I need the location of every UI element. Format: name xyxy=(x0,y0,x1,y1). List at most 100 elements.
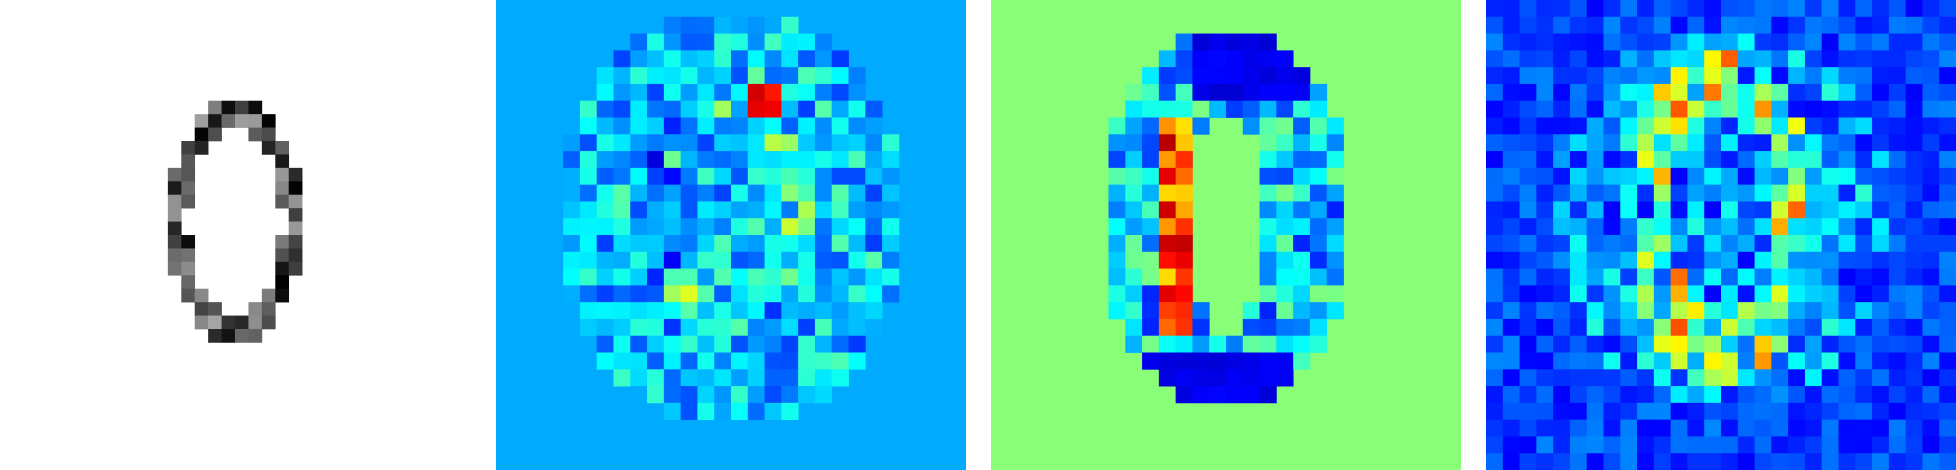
heatmap-3-cell xyxy=(1687,302,1705,320)
heatmap-3-cell xyxy=(1838,318,1856,337)
heatmap-3-cell xyxy=(1569,117,1588,135)
heatmap-1-cell xyxy=(663,117,682,135)
heatmap-3-cell xyxy=(1637,184,1655,202)
heatmap-3-cell xyxy=(1620,167,1638,186)
heatmap-3-cell xyxy=(1804,67,1823,85)
heatmap-1-cell xyxy=(747,83,765,102)
heatmap-3-cell xyxy=(1905,218,1923,236)
heatmap-3-cell xyxy=(1502,50,1520,68)
heatmap-1-cell xyxy=(781,302,799,320)
heatmap-1-cell xyxy=(613,335,631,353)
heatmap-2-cell xyxy=(1226,386,1244,404)
input-digit-canvas xyxy=(0,0,470,470)
heatmap-3-cell xyxy=(1603,436,1621,454)
heatmap-2-cell xyxy=(1226,369,1244,387)
heatmap-1-cell xyxy=(596,201,614,219)
heatmap-3-cell xyxy=(1838,268,1856,286)
heatmap-3-cell xyxy=(1637,302,1655,320)
heatmap-3-cell xyxy=(1670,201,1688,219)
heatmap-2-cell xyxy=(1209,100,1227,118)
heatmap-3-cell xyxy=(1788,235,1806,253)
heatmap-3-cell xyxy=(1486,151,1504,169)
heatmap-1-cell xyxy=(647,251,665,269)
heatmap-1-cell xyxy=(814,251,833,269)
heatmap-3-cell xyxy=(1704,352,1722,370)
heatmap-1-cell xyxy=(814,268,833,286)
heatmap-1-cell xyxy=(731,369,749,387)
heatmap-3-cell xyxy=(1687,268,1705,286)
heatmap-3-cell xyxy=(1888,83,1907,102)
heatmap-3-cell xyxy=(1804,402,1823,421)
heatmap-3-cell xyxy=(1704,0,1722,18)
heatmap-3-cell xyxy=(1788,419,1806,437)
heatmap-3-cell xyxy=(1737,83,1755,102)
heatmap-1-cell xyxy=(764,100,782,118)
heatmap-3-cell xyxy=(1502,16,1520,34)
heatmap-3-cell xyxy=(1838,67,1856,85)
heatmap-2-cell xyxy=(1175,386,1193,404)
heatmap-3-cell xyxy=(1788,318,1806,337)
heatmap-3-cell xyxy=(1905,318,1923,337)
heatmap-1-cell xyxy=(848,218,866,236)
heatmap-2-cell xyxy=(1309,201,1328,219)
heatmap-3-cell xyxy=(1905,402,1923,421)
heatmap-1-cell xyxy=(865,117,883,135)
heatmap-1-cell xyxy=(814,134,833,152)
heatmap-2-cell xyxy=(1192,352,1210,370)
heatmap-2-cell xyxy=(1108,302,1126,320)
heatmap-3-cell xyxy=(1586,402,1604,421)
heatmap-3-cell xyxy=(1486,33,1504,51)
heatmap-2-cell xyxy=(1209,67,1227,85)
heatmap-3-cell xyxy=(1586,386,1604,404)
heatmap-1-cell xyxy=(831,201,849,219)
heatmap-1-cell xyxy=(596,67,614,85)
heatmap-1-cell xyxy=(747,100,765,118)
heatmap-1-cell xyxy=(747,386,765,404)
heatmap-1-cell xyxy=(613,251,631,269)
heatmap-1-cell xyxy=(714,100,732,118)
input-pixel-cell xyxy=(261,114,276,128)
input-pixel-cell xyxy=(167,248,182,263)
heatmap-3-cell xyxy=(1855,419,1873,437)
heatmap-2-cell xyxy=(1326,302,1344,320)
heatmap-1-cell xyxy=(714,67,732,85)
heatmap-3-cell xyxy=(1922,167,1940,186)
heatmap-3-cell xyxy=(1838,369,1856,387)
heatmap-1-cell xyxy=(798,184,816,202)
heatmap-3-cell xyxy=(1603,67,1621,85)
heatmap-3-cell xyxy=(1620,419,1638,437)
heatmap-3-cell xyxy=(1586,369,1604,387)
heatmap-1-cell xyxy=(596,100,614,118)
input-pixel-cell xyxy=(275,275,290,290)
heatmap-3-cell xyxy=(1855,184,1873,202)
heatmap-1-cell xyxy=(714,201,732,219)
input-pixel-cell xyxy=(275,261,290,276)
heatmap-3-cell xyxy=(1922,302,1940,320)
heatmap-3-cell xyxy=(1637,453,1655,470)
heatmap-3-cell xyxy=(1922,352,1940,370)
heatmap-3-cell xyxy=(1922,318,1940,337)
input-pixel-cell xyxy=(288,221,303,236)
heatmap-3-cell xyxy=(1553,285,1571,303)
heatmap-1-cell xyxy=(663,285,682,303)
heatmap-3-cell xyxy=(1721,436,1739,454)
heatmap-1-cell xyxy=(697,235,715,253)
heatmap-2-cell xyxy=(1158,352,1177,370)
heatmap-3-cell xyxy=(1603,369,1621,387)
heatmap-3-cell xyxy=(1888,352,1907,370)
heatmap-1-cell xyxy=(697,117,715,135)
heatmap-3-cell xyxy=(1653,235,1672,253)
heatmap-3-cell xyxy=(1922,335,1940,353)
heatmap-2-cell xyxy=(1226,83,1244,102)
heatmap-1-cell xyxy=(714,402,732,421)
heatmap-1-cell xyxy=(831,83,849,102)
heatmap-3-cell xyxy=(1569,16,1588,34)
heatmap-2-cell xyxy=(1175,151,1193,169)
heatmap-1-cell xyxy=(798,67,816,85)
input-pixel-cell xyxy=(275,194,290,209)
heatmap-3-cell xyxy=(1620,268,1638,286)
heatmap-1-cell xyxy=(882,134,900,152)
heatmap-3-cell xyxy=(1821,419,1839,437)
heatmap-3-cell xyxy=(1721,201,1739,219)
heatmap-3-cell xyxy=(1486,369,1504,387)
